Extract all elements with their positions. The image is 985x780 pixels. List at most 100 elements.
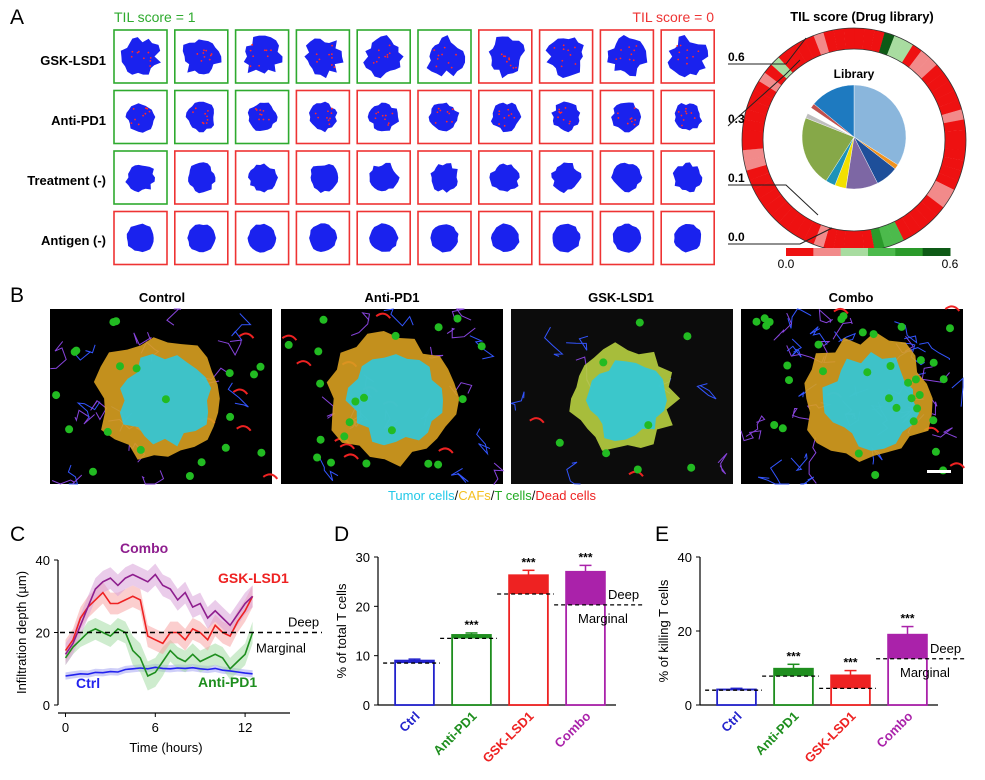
t-cell-dot	[617, 112, 619, 115]
donut-segment	[901, 212, 922, 236]
t-cell-dot	[202, 52, 205, 54]
t-cell	[819, 367, 827, 376]
spheroid-shape	[430, 224, 459, 253]
t-cell-dot	[508, 58, 511, 61]
chart-d-category-label: Anti-PD1	[430, 709, 479, 758]
t-cell-dot	[333, 66, 336, 69]
t-cell-dot	[617, 117, 620, 119]
donut-segment	[742, 139, 764, 151]
t-cell	[929, 358, 938, 367]
spheroid-shape	[309, 101, 338, 133]
donut-segment	[758, 187, 782, 208]
spheroid-tile-grid	[113, 29, 716, 266]
score-label-0.0: 0.0	[728, 230, 745, 244]
donut-segment	[944, 129, 966, 141]
t-cell-dot	[684, 110, 687, 113]
t-cell	[854, 449, 863, 458]
t-cell-dot	[147, 51, 150, 54]
spheroid-shape	[674, 224, 702, 253]
t-cell-dot	[562, 118, 565, 121]
t-cell-dot	[620, 49, 622, 51]
donut-segment	[778, 50, 800, 73]
donut-segment	[813, 224, 830, 248]
donut-segment	[886, 35, 905, 59]
chart-d-bar-deep-fill	[395, 660, 434, 664]
chart-c-infiltration-depth: 0 20 40 0 6 12 Infiltration depth (µm) Time (ho…	[14, 540, 322, 755]
spheroid-shape	[310, 164, 339, 193]
leader-line	[728, 184, 819, 216]
t-cell-track	[510, 391, 525, 411]
t-cell-dot	[634, 119, 637, 121]
t-cell-dot	[131, 50, 134, 53]
t-cell	[785, 376, 793, 385]
chart-c-x-axis-label: Time (hours)	[129, 740, 202, 755]
t-cell	[257, 448, 266, 457]
spheroid-tile	[113, 89, 168, 145]
microscopy-images	[50, 305, 965, 485]
chart-e-y-axis-label: % of killing T cells	[656, 579, 671, 682]
donut-segment	[749, 89, 773, 108]
t-cell-track	[808, 437, 817, 484]
t-cell	[161, 395, 170, 404]
dead-cell	[944, 305, 961, 312]
t-cell-dot	[386, 53, 389, 56]
t-cell-dot	[505, 60, 508, 63]
leader-line	[728, 37, 807, 65]
t-cell-track	[166, 308, 182, 326]
t-cell-track	[791, 407, 810, 420]
donut-segment	[935, 90, 959, 108]
dead-cell	[339, 443, 355, 450]
t-cell-dot	[149, 65, 152, 67]
spheroid-shape	[672, 162, 703, 193]
legend-cafs: CAFs	[458, 488, 491, 503]
pie-slice	[801, 117, 855, 182]
t-cell-track	[696, 383, 717, 400]
library-label: Library	[834, 67, 875, 81]
t-cell-dot	[314, 112, 317, 115]
t-cell	[765, 318, 774, 326]
cell-type-legend: Tumor cells/CAFs/T cells/Dead cells	[388, 488, 597, 503]
spheroid-shape	[187, 224, 216, 253]
row-label-treatment-neg: Treatment (-)	[27, 173, 106, 188]
t-cell-dot	[562, 44, 565, 47]
image-title-gsk-lsd1: GSK-LSD1	[588, 290, 654, 305]
legend-tumor-cells: Tumor cells	[388, 488, 455, 503]
t-cell	[362, 459, 371, 468]
t-cell-dot	[633, 49, 636, 52]
donut-segment	[794, 217, 814, 241]
t-cell-dot	[331, 107, 333, 110]
donut-segment	[878, 32, 895, 56]
t-cell-dot	[260, 113, 263, 116]
t-cell-dot	[378, 56, 380, 59]
t-cell-dot	[372, 61, 375, 64]
donut-segment	[813, 32, 830, 56]
panel-b-label: B	[10, 284, 24, 307]
t-cell	[911, 375, 920, 384]
chart-d-bar-deep-fill	[509, 575, 548, 594]
t-cell	[869, 330, 878, 339]
t-cell	[814, 340, 823, 349]
donut-segment	[743, 109, 767, 124]
t-cell-dot	[251, 43, 254, 46]
t-cell	[633, 465, 642, 474]
row-label-antigen-neg: Antigen (-)	[41, 233, 106, 248]
donut-segment	[823, 29, 838, 53]
pie-slice	[813, 84, 855, 138]
t-cell	[477, 342, 486, 351]
chart-e-significance: ***	[900, 612, 914, 626]
panel-a-row-labels: GSK-LSD1 Anti-PD1 Treatment (-) Antigen …	[27, 53, 106, 248]
dead-cell	[262, 473, 279, 480]
donut-segment	[746, 99, 770, 116]
spheroid-tile	[295, 150, 351, 205]
t-cell-track	[809, 326, 828, 345]
donut-segment	[935, 172, 959, 191]
legend-t-cells: T cells	[494, 488, 532, 503]
t-cell	[929, 416, 938, 425]
image-title-control: Control	[139, 290, 185, 305]
t-cell-dot	[384, 55, 387, 58]
t-cell	[434, 323, 443, 332]
t-cell	[939, 375, 948, 384]
t-cell-dot	[515, 66, 517, 69]
t-cell-dot	[318, 58, 321, 61]
t-cell-dot	[445, 120, 448, 123]
